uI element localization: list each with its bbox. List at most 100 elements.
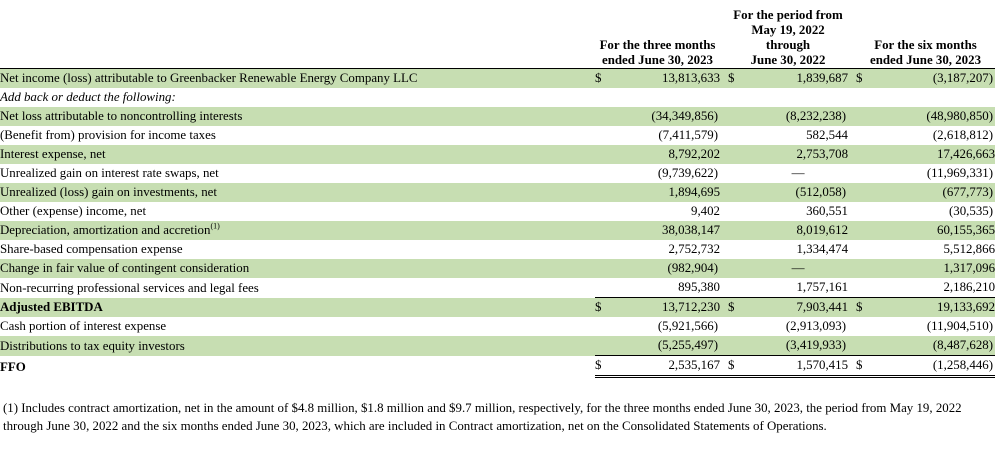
- dollar-sign: [595, 164, 615, 183]
- column-gap: [720, 183, 729, 202]
- dollar-sign: [595, 317, 615, 336]
- column-gap: [720, 145, 729, 164]
- row-label: Interest expense, net: [0, 145, 595, 164]
- column-gap: [848, 240, 856, 259]
- dollar-sign: [728, 126, 748, 145]
- table-row: FFO $2,535,167 $1,570,415 $ (1,258,446): [0, 355, 996, 378]
- dollar-sign: [728, 107, 749, 126]
- column-gap: [848, 126, 856, 145]
- dollar-sign: $: [595, 355, 615, 378]
- dollar-sign: [856, 164, 876, 183]
- value-cell: [876, 88, 995, 107]
- dollar-sign: [595, 336, 615, 356]
- dollar-sign: [728, 183, 749, 202]
- table-row: Unrealized gain on interest rate swaps, …: [0, 164, 995, 183]
- row-label: Unrealized gain on interest rate swaps, …: [0, 166, 219, 180]
- row-label: Net income (loss) attributable to Greenb…: [0, 68, 595, 88]
- row-label: (Benefit from) provision for income taxe…: [0, 128, 216, 142]
- value-cell: 1,334,474: [796, 242, 849, 256]
- dollar-sign: [595, 183, 615, 202]
- column-gap: [848, 145, 857, 164]
- value-cell: 8,019,612: [748, 221, 849, 240]
- column-gap: [720, 8, 728, 69]
- value-cell: 17,426,663: [876, 145, 996, 164]
- value-cell: (34,349,856): [615, 107, 721, 126]
- value-cell: 13,712,230: [615, 297, 721, 317]
- column-gap: [848, 317, 856, 336]
- value-cell: (982,904): [615, 259, 721, 278]
- dollar-sign: [728, 240, 748, 259]
- value-cell: (3,419,933): [748, 336, 849, 356]
- row-label: Depreciation, amortization and accretion…: [0, 221, 595, 240]
- ebitda-reconciliation-table: For the three months ended June 30, 2023…: [0, 8, 996, 378]
- row-label: Other (expense) income, net: [0, 204, 147, 218]
- value-cell: 895,380: [615, 278, 721, 298]
- table-row: Adjusted EBITDA $13,712,230 $7,903,441 $19,…: [0, 297, 996, 317]
- table-row: Interest expense, net 8,792,202 2,753,708 1…: [0, 145, 996, 164]
- value-cell: 5,512,866: [943, 242, 996, 256]
- value-cell: 38,038,147: [615, 221, 721, 240]
- value-cell: 19,133,692: [876, 297, 996, 317]
- column-gap: [720, 202, 728, 221]
- dollar-sign: [728, 164, 748, 183]
- table-body: Net income (loss) attributable to Greenb…: [0, 68, 996, 378]
- table-row: (Benefit from) provision for income taxe…: [0, 126, 995, 145]
- row-label: Share-based compensation expense: [0, 242, 183, 256]
- column-gap: [720, 259, 729, 278]
- row-label: Net loss attributable to noncontrolling …: [0, 107, 595, 126]
- dollar-sign: [595, 278, 615, 298]
- table-row: Add back or deduct the following:: [0, 88, 995, 107]
- value-cell: (1,258,446): [876, 355, 996, 378]
- value-cell: (11,969,331): [926, 166, 994, 180]
- dollar-sign: [856, 259, 877, 278]
- value-cell: (5,921,566): [657, 319, 719, 333]
- dollar-sign: [856, 278, 877, 298]
- column-gap: [848, 297, 857, 317]
- dollar-sign: [856, 88, 876, 107]
- column-gap: [848, 68, 857, 88]
- value-cell: (8,487,628): [876, 336, 996, 356]
- dollar-sign: [595, 259, 615, 278]
- value-cell: (677,773): [876, 183, 996, 202]
- value-cell: (5,255,497): [615, 336, 721, 356]
- value-cell: 2,753,708: [748, 145, 849, 164]
- dollar-sign: [856, 336, 877, 356]
- value-cell: 2,535,167: [615, 355, 721, 378]
- value-cell: (3,187,207): [876, 68, 996, 88]
- value-cell: (48,980,850): [876, 107, 996, 126]
- dollar-sign: $: [728, 68, 749, 88]
- dollar-sign: [728, 88, 748, 107]
- dollar-sign: $: [728, 355, 749, 378]
- dollar-sign: [595, 145, 615, 164]
- footnote-ref: (1): [210, 221, 220, 231]
- row-label: Cash portion of interest expense: [0, 319, 167, 333]
- table-row: Cash portion of interest expense (5,921,5…: [0, 317, 995, 336]
- value-cell: 8,792,202: [615, 145, 721, 164]
- value-cell: (2,618,812): [932, 128, 994, 142]
- value-cell: [615, 88, 720, 107]
- dollar-sign: $: [856, 355, 877, 378]
- value-cell: 1,570,415: [748, 355, 849, 378]
- column-gap: [848, 278, 857, 298]
- label-column-header: [0, 8, 595, 69]
- column-gap: [720, 88, 728, 107]
- row-label: FFO: [0, 359, 26, 374]
- column-gap: [848, 355, 857, 378]
- value-cell: 1,839,687: [748, 68, 849, 88]
- dollar-sign: $: [856, 297, 877, 317]
- dollar-sign: [595, 126, 615, 145]
- column-header-six-months-2023: For the six months ended June 30, 2023: [856, 8, 996, 69]
- value-cell: 2,186,210: [876, 278, 996, 298]
- column-header-period-2022: For the period from May 19, 2022 through…: [728, 8, 849, 69]
- column-gap: [720, 126, 728, 145]
- table-row: Other (expense) income, net 9,402 360,551 (…: [0, 202, 995, 221]
- header-row: For the three months ended June 30, 2023…: [0, 8, 996, 69]
- dollar-sign: [856, 126, 876, 145]
- column-gap: [848, 202, 856, 221]
- footnote: (1) Includes contract amortization, net …: [3, 401, 962, 433]
- dollar-sign: $: [595, 68, 615, 88]
- table-row: Change in fair value of contingent consi…: [0, 259, 996, 278]
- column-gap: [720, 221, 729, 240]
- column-gap: [720, 107, 729, 126]
- dollar-sign: [856, 202, 876, 221]
